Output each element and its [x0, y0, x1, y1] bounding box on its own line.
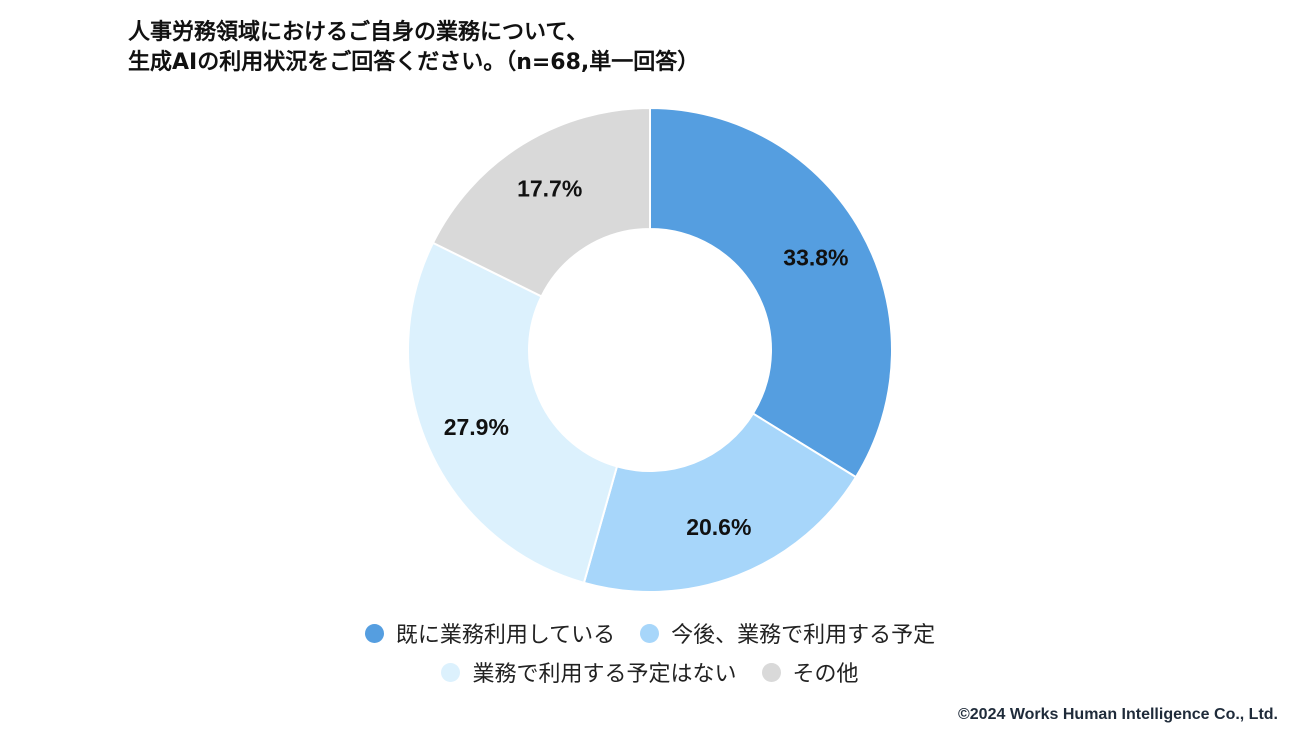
copyright-notice: ©2024 Works Human Intelligence Co., Ltd. [957, 706, 1278, 723]
data-label-no-plan: 27.9% [444, 414, 509, 440]
legend-swatch-plan-to-use [640, 623, 660, 643]
legend-item-plan-to-use: 今後、業務で利用する予定 [640, 617, 935, 649]
slice-plan-to-use [582, 412, 858, 593]
legend-label-plan-to-use: 今後、業務で利用する予定 [671, 623, 936, 648]
slice-already-using [649, 106, 893, 479]
legend-item-no-plan: 業務で利用する予定はない [441, 656, 737, 688]
chart-title-line-1: 人事労務領域におけるご自身の業務について、 [128, 20, 589, 45]
legend-swatch-already-using [364, 623, 384, 643]
data-label-other: 17.7% [517, 176, 582, 202]
legend-label-no-plan: 業務で利用する予定はない [472, 662, 737, 687]
slice-no-plan [407, 241, 619, 585]
data-label-already-using: 33.8% [783, 244, 848, 270]
legend-row-2: 業務で利用する予定はない その他 [0, 656, 1300, 688]
slice-other [431, 106, 651, 298]
legend-item-other: その他 [761, 656, 859, 688]
chart-title: 人事労務領域におけるご自身の業務について、 生成AIの利用状況をご回答ください。… [128, 18, 699, 78]
legend-swatch-no-plan [441, 662, 461, 682]
legend-row-1: 既に業務利用している 今後、業務で利用する予定 [0, 617, 1300, 649]
legend-label-other: その他 [792, 662, 859, 687]
legend-label-already-using: 既に業務利用している [395, 623, 616, 648]
legend-swatch-other [761, 662, 781, 682]
chart-title-line-2: 生成AIの利用状況をご回答ください。（n=68,単一回答） [128, 50, 700, 75]
data-label-plan-to-use: 20.6% [686, 514, 751, 540]
legend-item-already-using: 既に業務利用している [364, 617, 616, 649]
